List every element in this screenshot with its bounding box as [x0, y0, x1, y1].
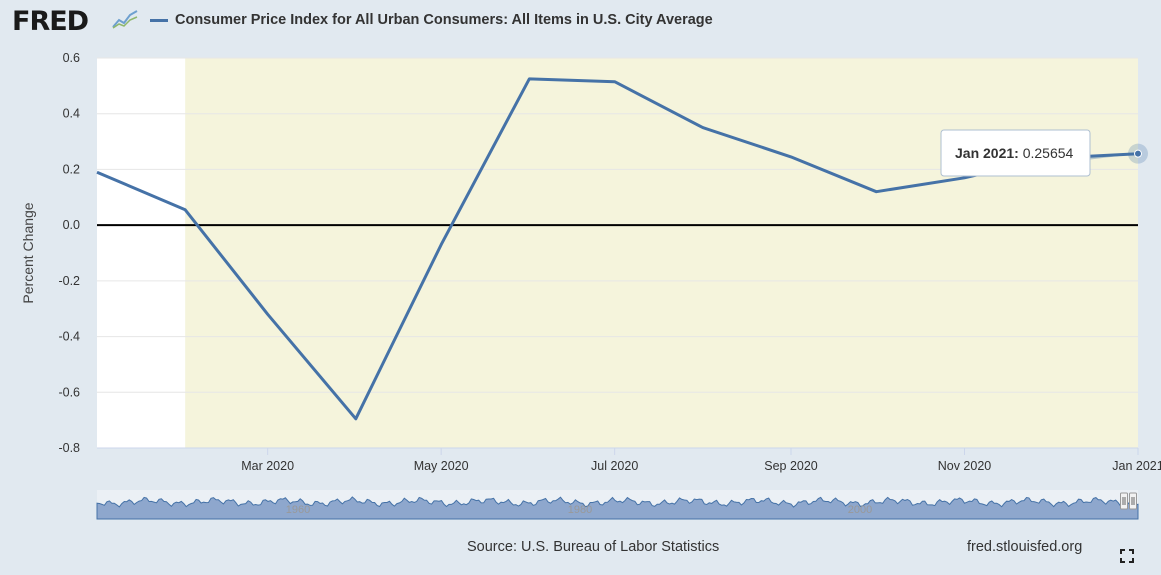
line-chart: 0.6 0.4 0.2 0.0 -0.2 -0.4 -0.6 -0.8 Percent Chan… [20, 51, 1161, 520]
x-tick-label: May 2020 [414, 459, 469, 473]
tooltip-text: Jan 2021: 0.25654 [955, 145, 1074, 161]
x-tick-label: Jul 2020 [591, 459, 638, 473]
navigator-handle[interactable] [1129, 492, 1137, 510]
x-tick-label: Nov 2020 [938, 459, 992, 473]
data-point[interactable] [1134, 149, 1142, 158]
navigator-handle[interactable] [1120, 492, 1128, 510]
y-tick-label: -0.2 [58, 274, 80, 288]
line-chart-icon [112, 10, 138, 29]
legend-swatch [150, 18, 168, 22]
legend[interactable]: Consumer Price Index for All Urban Consu… [150, 12, 713, 28]
y-tick-label: 0.0 [63, 218, 80, 232]
chart-header: FRED Consumer Price Index for All Urban … [0, 0, 1161, 44]
tooltip-date: Jan 2021: [955, 145, 1019, 161]
navigator-tick-label: 1980 [568, 504, 592, 516]
navigator-tick-label: 2000 [848, 504, 872, 516]
navigator-series [96, 496, 1139, 520]
fred-logo[interactable]: FRED [12, 6, 89, 37]
y-tick-label: -0.6 [58, 385, 80, 399]
x-tick-label: Jan 2021 [1112, 459, 1161, 473]
y-tick-label: 0.6 [63, 51, 80, 65]
recession-shading [185, 58, 1139, 448]
navigator-tick-label: 1960 [286, 504, 310, 516]
source-text: Source: U.S. Bureau of Labor Statistics [467, 539, 720, 555]
y-tick-label: 0.2 [63, 162, 80, 176]
x-tick-label: Sep 2020 [764, 459, 818, 473]
y-tick-label: -0.8 [58, 441, 80, 455]
y-tick-label: -0.4 [58, 330, 80, 344]
fullscreen-icon[interactable] [1119, 548, 1135, 564]
tooltip-value: 0.25654 [1019, 145, 1074, 161]
tooltip-box [940, 129, 1091, 177]
y-tick-label: 0.4 [63, 107, 80, 121]
x-tick-label: Mar 2020 [241, 459, 294, 473]
site-link[interactable]: fred.stlouisfed.org [967, 539, 1083, 555]
series-line [96, 77, 1139, 421]
legend-label: Consumer Price Index for All Urban Consu… [175, 12, 713, 28]
y-axis-label: Percent Change [20, 202, 36, 303]
